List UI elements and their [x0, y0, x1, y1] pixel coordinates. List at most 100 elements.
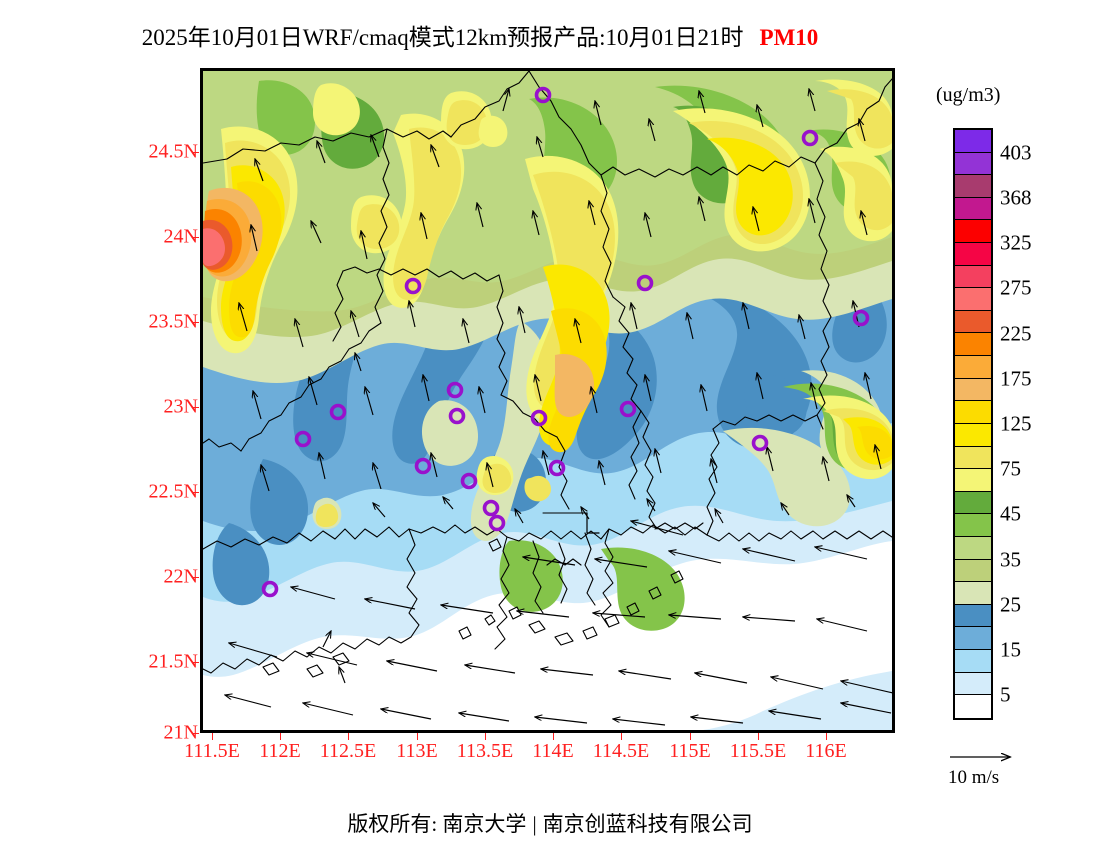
y-tick-mark [192, 733, 199, 734]
wind-vector-field [225, 89, 892, 726]
colorbar-swatch [955, 582, 991, 605]
colorbar-swatch [955, 175, 991, 198]
colorbar-tick-label: 368 [1000, 185, 1032, 210]
colorbar-swatch [955, 333, 991, 357]
colorbar-swatch [955, 514, 991, 537]
y-tick-label: 21.5N [148, 650, 198, 673]
station-marker [460, 472, 478, 490]
y-tick-mark [192, 662, 199, 663]
station-marker [261, 580, 279, 598]
station-marker [801, 129, 819, 147]
colorbar-swatch [955, 401, 991, 424]
y-tick-mark [192, 237, 199, 238]
x-tick-mark [690, 733, 691, 740]
y-tick-mark [192, 152, 199, 153]
y-tick-label: 24N [163, 225, 198, 248]
colorbar-swatch [955, 536, 991, 560]
title-text: 2025年10月01日WRF/cmaq模式12km预报产品:10月01日21时 [141, 25, 744, 50]
colorbar-tick-label: 45 [1000, 501, 1021, 526]
wind-scale-label: 10 m/s [948, 767, 1000, 788]
pollutant-label: PM10 [759, 25, 819, 50]
colorbar-tick-label: 5 [1000, 682, 1011, 707]
colorbar-tick-label: 275 [1000, 275, 1032, 300]
station-marker [852, 309, 870, 327]
x-tick-label: 115.5E [729, 740, 787, 762]
colorbar-tick-label: 325 [1000, 230, 1032, 255]
colorbar-swatch [955, 446, 991, 470]
y-tick-label: 22N [163, 565, 198, 588]
colorbar-swatch [955, 469, 991, 492]
station-marker [446, 381, 464, 399]
y-tick-mark [192, 577, 199, 578]
colorbar-tick-label: 225 [1000, 321, 1032, 346]
x-tick-label: 112E [259, 740, 301, 762]
colorbar-swatch [955, 695, 991, 718]
x-tick-mark [553, 733, 554, 740]
y-tick-label: 23.5N [148, 310, 198, 333]
station-marker [329, 403, 347, 421]
colorbar-swatch [955, 310, 991, 334]
colorbar-swatch [955, 356, 991, 379]
colorbar-swatch [955, 423, 991, 447]
colorbar-tick-label: 25 [1000, 592, 1021, 617]
x-tick-mark [621, 733, 622, 740]
footer-right: 南京创蓝科技有限公司 [542, 812, 753, 836]
colorbar-swatch [955, 130, 991, 153]
colorbar-swatch [955, 152, 991, 176]
station-marker [636, 274, 654, 292]
y-tick-mark [192, 407, 199, 408]
y-tick-label: 24.5N [148, 140, 198, 163]
station-marker [294, 430, 312, 448]
colorbar-tick-label: 175 [1000, 366, 1032, 391]
x-tick-label: 116E [805, 740, 847, 762]
x-tick-label: 111.5E [184, 740, 240, 762]
station-marker [548, 459, 566, 477]
x-tick-label: 112.5E [319, 740, 377, 762]
page-title: 2025年10月01日WRF/cmaq模式12km预报产品:10月01日21时 P… [0, 18, 960, 52]
y-tick-label: 22.5N [148, 480, 198, 503]
forecast-map-plot[interactable] [200, 68, 895, 733]
colorbar[interactable] [953, 128, 993, 720]
map-canvas [203, 71, 892, 730]
colorbar-swatch [955, 220, 991, 244]
station-marker [534, 86, 552, 104]
x-tick-label: 114E [532, 740, 574, 762]
colorbar-swatch [955, 627, 991, 651]
station-marker [448, 407, 466, 425]
colorbar-swatch [955, 378, 991, 402]
colorbar-swatch [955, 491, 991, 515]
y-tick-label: 23N [163, 395, 198, 418]
colorbar-swatch [955, 243, 991, 266]
colorbar-tick-label: 125 [1000, 411, 1032, 436]
colorbar-swatch [955, 288, 991, 311]
station-marker [488, 514, 506, 532]
x-tick-mark [212, 733, 213, 740]
colorbar-swatch [955, 559, 991, 583]
footer-separator: | [532, 812, 537, 836]
x-tick-mark [348, 733, 349, 740]
contour-field [203, 71, 892, 730]
x-tick-mark [417, 733, 418, 740]
colorbar-tick-label: 403 [1000, 140, 1032, 165]
wind-scale-key: 10 m/s [948, 748, 1088, 789]
y-tick-mark [192, 492, 199, 493]
x-tick-mark [758, 733, 759, 740]
colorbar-unit-label: (ug/m3) [936, 84, 1001, 106]
x-tick-label: 115E [669, 740, 711, 762]
colorbar-tick-label: 75 [1000, 456, 1021, 481]
colorbar-swatch [955, 197, 991, 221]
colorbar-swatch [955, 604, 991, 628]
station-marker [482, 499, 500, 517]
station-marker [404, 277, 422, 295]
footer-left: 版权所有: 南京大学 [347, 812, 527, 836]
colorbar-swatch [955, 265, 991, 289]
colorbar-tick-label: 35 [1000, 547, 1021, 572]
colorbar-tick-label: 15 [1000, 637, 1021, 662]
x-tick-mark [280, 733, 281, 740]
wind-arrow-icon [948, 748, 1088, 766]
x-tick-label: 113E [396, 740, 438, 762]
colorbar-swatch [955, 672, 991, 696]
y-tick-label: 21N [163, 721, 198, 744]
x-tick-label: 114.5E [592, 740, 650, 762]
monitoring-stations[interactable] [261, 86, 870, 598]
